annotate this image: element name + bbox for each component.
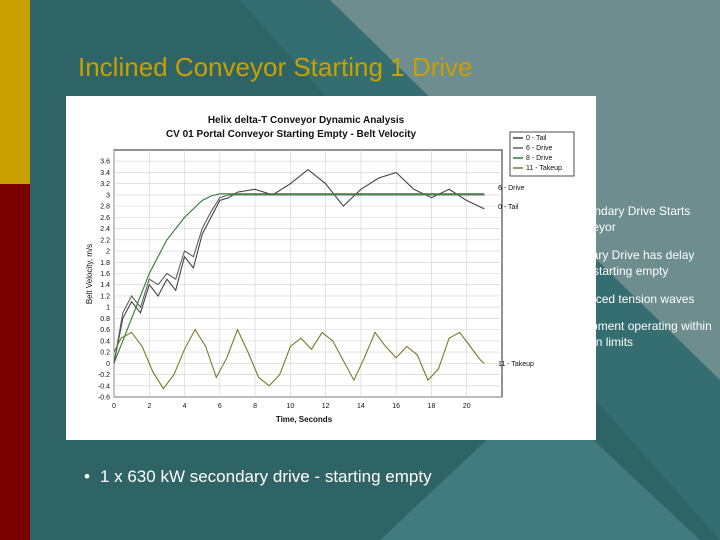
legend-entry: 11 - Takeup (526, 165, 562, 172)
y-tick-label: 2 (106, 249, 110, 256)
bullet-text: Equipment operating within design limits (567, 319, 712, 349)
bullet-dot: • (84, 467, 90, 486)
x-tick-label: 2 (147, 403, 151, 410)
end-label-drive: 6 - Drive (498, 185, 525, 192)
bullet-dot: • (543, 292, 548, 306)
bottom-bullet: • 1 x 630 kW secondary drive - starting e… (84, 467, 432, 487)
bullet-item: • Primary Drive has delay time starting … (543, 247, 719, 279)
series-line (113, 193, 485, 364)
y-tick-label: 1.8 (100, 260, 110, 267)
slide-title: Inclined Conveyor Starting 1 Drive (78, 52, 473, 82)
y-tick-label: -0.4 (98, 383, 110, 390)
x-tick-label: 6 (218, 403, 222, 410)
y-tick-label: 3.2 (100, 181, 110, 188)
series-line (113, 328, 485, 390)
bullet-item: • Reduced tension waves (543, 291, 719, 307)
gold-accent-stripe (0, 0, 30, 184)
x-tick-label: 4 (183, 403, 187, 410)
bullet-text: Primary Drive has delay time starting em… (567, 248, 695, 278)
y-axis-label: Belt Velocity, m/s (85, 244, 94, 304)
y-tick-label: 0.6 (100, 327, 110, 334)
y-tick-label: 0.8 (100, 316, 110, 323)
x-tick-label: 18 (428, 403, 436, 410)
legend-entry: 8 - Drive (526, 155, 553, 162)
y-tick-label: 0.2 (100, 350, 110, 357)
x-tick-label: 0 (112, 403, 116, 410)
y-tick-label: 1.6 (100, 271, 110, 278)
y-tick-label: 1.2 (100, 293, 110, 300)
belt-velocity-chart: Helix delta-T Conveyor Dynamic Analysis … (85, 115, 575, 424)
x-tick-label: 8 (253, 403, 257, 410)
y-tick-label: 0.4 (100, 338, 110, 345)
x-tick-label: 20 (463, 403, 471, 410)
y-tick-label: 2.6 (100, 215, 110, 222)
y-tick-label: -0.6 (98, 395, 110, 402)
series-lines (113, 168, 485, 390)
x-tick-label: 16 (392, 403, 400, 410)
y-tick-label: 3 (106, 192, 110, 199)
bullet-dot: • (543, 319, 548, 333)
bullet-item: • Secondary Drive Starts conveyor (543, 203, 719, 235)
x-tick-label: 14 (357, 403, 365, 410)
y-tick-label: -0.2 (98, 372, 110, 379)
bullet-item: • Equipment operating within design limi… (543, 318, 719, 350)
x-tick-label: 10 (286, 403, 294, 410)
x-tick-label: 12 (322, 403, 330, 410)
y-tick-label: 1 (106, 305, 110, 312)
x-tick-labels: 0 2 4 6 8 10 12 14 16 18 20 (112, 403, 471, 410)
red-accent-stripe (0, 184, 30, 540)
y-tick-labels: 3.6 3.4 3.2 3 2.8 2.6 2.4 2.2 2 1.8 1.6 1.4 1.2 1 0.8 0… (98, 159, 110, 402)
bullet-text: Reduced tension waves (567, 292, 695, 306)
bullet-text: Secondary Drive Starts conveyor (567, 204, 691, 234)
bottom-bullet-text: 1 x 630 kW secondary drive - starting em… (99, 467, 432, 486)
chart-legend: 0 - Tail 6 - Drive 8 - Drive 11 - Takeup (509, 131, 575, 177)
series-line (113, 168, 485, 364)
y-tick-label: 2.4 (100, 226, 110, 233)
end-label-tail: 0 - Tail (498, 204, 519, 211)
y-tick-label: 3.4 (100, 170, 110, 177)
bullet-dot: • (543, 248, 548, 262)
y-tick-label: 3.6 (100, 159, 110, 166)
legend-entry: 0 - Tail (526, 135, 547, 142)
y-tick-label: 2.8 (100, 204, 110, 211)
y-tick-label: 1.4 (100, 282, 110, 289)
x-axis-label: Time, Seconds (276, 415, 333, 424)
y-tick-label: 2.2 (100, 237, 110, 244)
y-tick-label: 0 (106, 361, 110, 368)
series-line (113, 194, 485, 364)
legend-entry: 6 - Drive (526, 145, 553, 152)
end-label-takeup: 11 - Takeup (498, 361, 534, 368)
chart-title: Helix delta-T Conveyor Dynamic Analysis (208, 115, 405, 126)
bullet-dot: • (543, 204, 548, 218)
chart-subtitle: CV 01 Portal Conveyor Starting Empty - B… (166, 129, 417, 140)
chart-panel: Helix delta-T Conveyor Dynamic Analysis … (66, 96, 596, 440)
